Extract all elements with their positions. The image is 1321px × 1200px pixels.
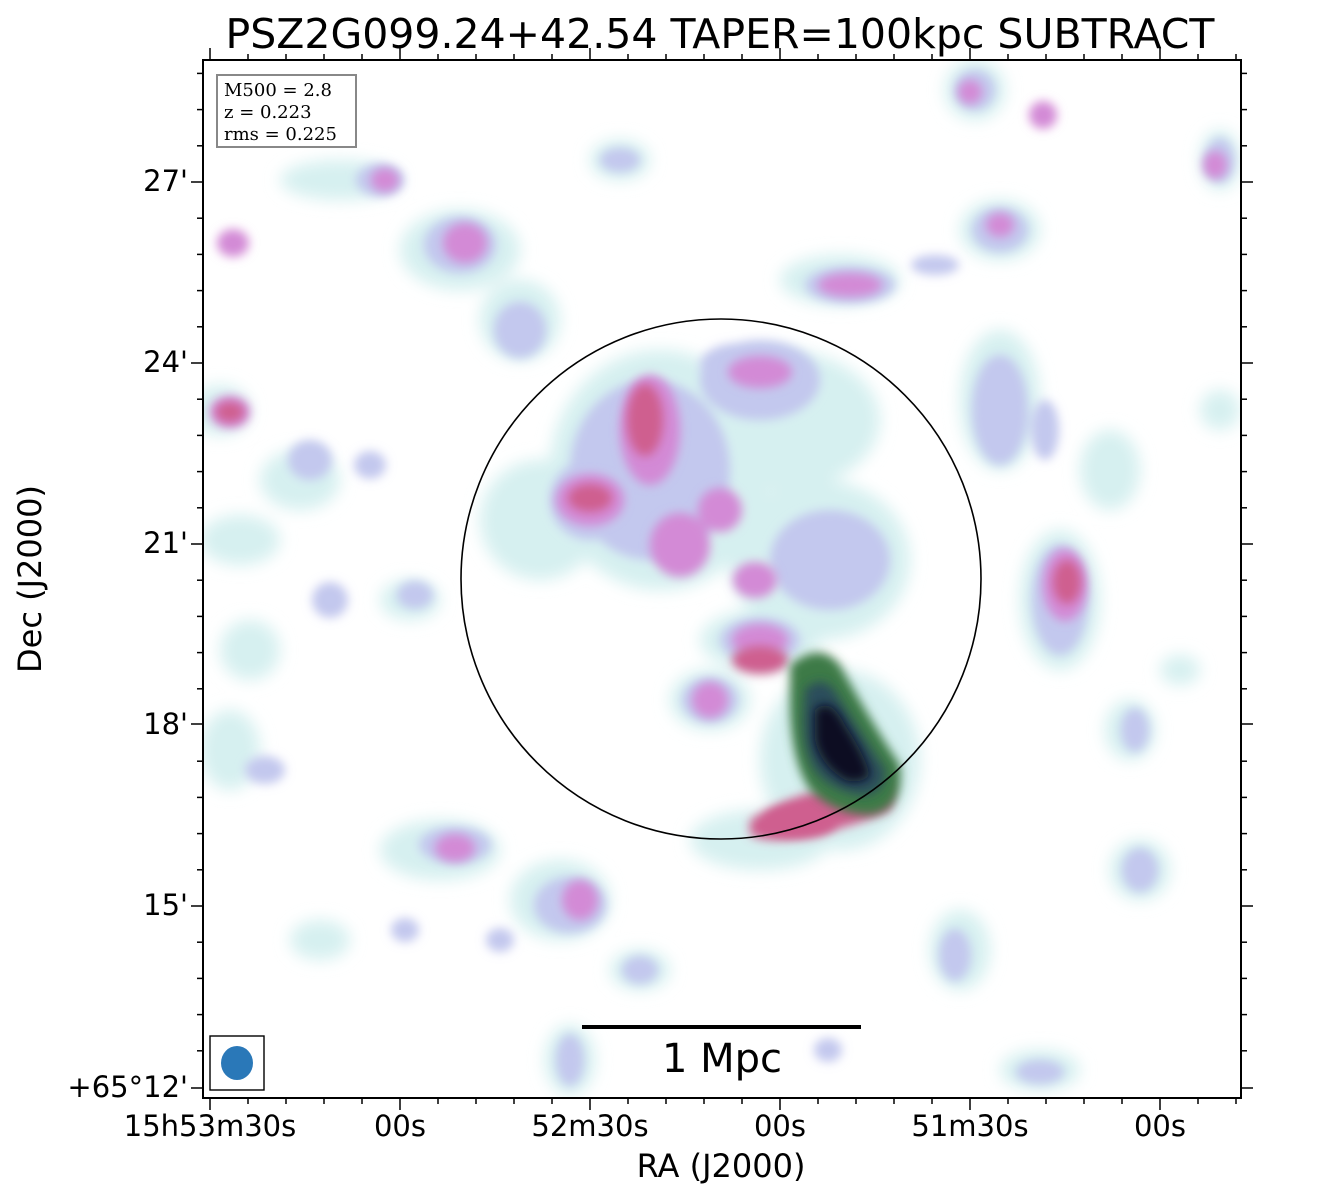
y-tick-label: 15'	[143, 888, 188, 922]
beam-ellipse	[221, 1046, 253, 1080]
x-tick-label: 15h53m30s	[123, 1109, 297, 1143]
x-axis-title: RA (J2000)	[636, 1147, 806, 1185]
rms-label: rms = 0.225	[224, 124, 337, 145]
x-tick-label: 52m30s	[531, 1109, 649, 1143]
x-tick-label: 51m30s	[911, 1109, 1029, 1143]
r500-circle	[460, 318, 982, 840]
radio-emission-map	[203, 60, 1240, 1095]
y-tick-label: 18'	[143, 707, 188, 741]
x-tick-label: 00s	[373, 1109, 426, 1143]
plot-title: PSZ2G099.24+42.54 TAPER=100kpc SUBTRACT	[225, 10, 1215, 58]
y-tick-label: 21'	[143, 526, 188, 560]
y-tick-label: 24'	[143, 345, 188, 379]
x-tick-label: 00s	[753, 1109, 806, 1143]
info-box: M500 = 2.8 z = 0.223 rms = 0.225	[216, 74, 357, 148]
bright-source	[750, 652, 901, 840]
redshift-label: z = 0.223	[224, 102, 312, 123]
x-tick-label: 00s	[1133, 1109, 1186, 1143]
scalebar-label: 1 Mpc	[661, 1036, 783, 1082]
axis-ticks	[191, 48, 1253, 1110]
y-axis-title: Dec (J2000)	[11, 485, 49, 673]
plot-frame	[202, 59, 1242, 1099]
y-tick-label: +65°12'	[67, 1070, 188, 1104]
y-tick-label: 27'	[143, 164, 188, 198]
mass-label: M500 = 2.8	[224, 80, 332, 101]
